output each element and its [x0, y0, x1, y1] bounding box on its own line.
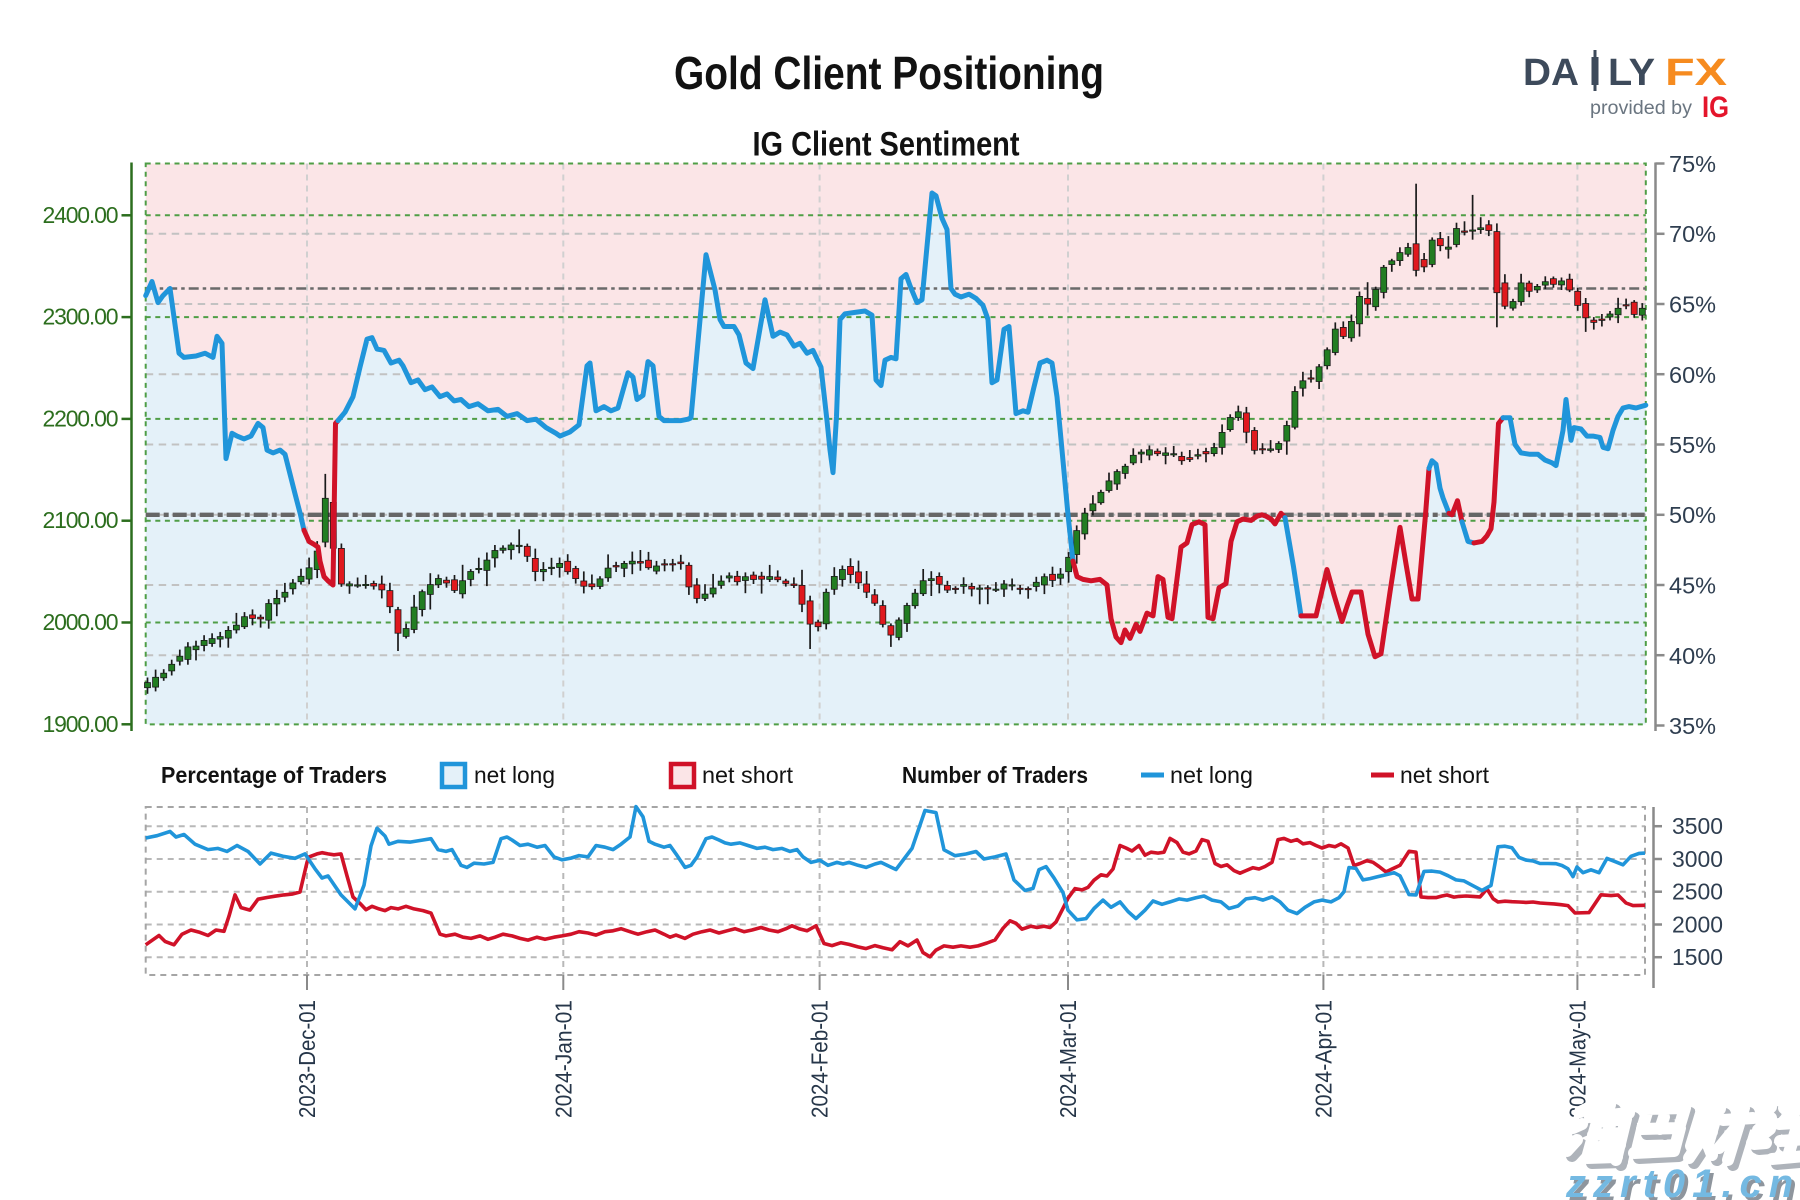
- svg-text:70%: 70%: [1669, 221, 1716, 247]
- svg-text:3500: 3500: [1672, 813, 1723, 839]
- svg-text:2024-Mar-01: 2024-Mar-01: [1055, 1000, 1081, 1118]
- svg-text:LY: LY: [1608, 52, 1655, 94]
- svg-text:IG: IG: [1702, 91, 1729, 124]
- svg-text:Number of Traders: Number of Traders: [902, 762, 1088, 788]
- svg-text:provided by: provided by: [1590, 98, 1693, 119]
- svg-text:60%: 60%: [1669, 362, 1716, 388]
- svg-text:Percentage of Traders: Percentage of Traders: [161, 762, 387, 788]
- svg-text:net short: net short: [702, 762, 793, 788]
- svg-text:55%: 55%: [1669, 432, 1716, 458]
- svg-text:FX: FX: [1665, 52, 1728, 94]
- svg-text:2024-Apr-01: 2024-Apr-01: [1310, 1000, 1336, 1118]
- svg-text:net long: net long: [474, 762, 555, 788]
- svg-text:40%: 40%: [1669, 643, 1716, 669]
- svg-text:2024-Feb-01: 2024-Feb-01: [807, 1000, 833, 1118]
- svg-text:50%: 50%: [1669, 502, 1716, 528]
- svg-text:3000: 3000: [1672, 846, 1723, 872]
- svg-text:2024-May-01: 2024-May-01: [1564, 1000, 1590, 1118]
- svg-text:2024-Jan-01: 2024-Jan-01: [550, 1000, 576, 1118]
- svg-text:35%: 35%: [1669, 713, 1716, 739]
- svg-text:zzrt01.cn: zzrt01.cn: [1565, 1162, 1800, 1200]
- svg-text:45%: 45%: [1669, 573, 1716, 599]
- svg-text:1500: 1500: [1672, 944, 1723, 970]
- svg-text:2100.00: 2100.00: [43, 507, 119, 533]
- svg-text:75%: 75%: [1669, 151, 1716, 177]
- svg-text:1900.00: 1900.00: [43, 711, 119, 737]
- svg-text:2200.00: 2200.00: [43, 405, 119, 431]
- svg-text:65%: 65%: [1669, 292, 1716, 318]
- svg-text:DA: DA: [1523, 52, 1579, 94]
- svg-text:net long: net long: [1170, 762, 1253, 788]
- svg-text:2023-Dec-01: 2023-Dec-01: [294, 1000, 320, 1118]
- svg-text:2400.00: 2400.00: [43, 202, 119, 228]
- svg-text:2300.00: 2300.00: [43, 304, 119, 330]
- svg-text:net short: net short: [1400, 762, 1489, 788]
- svg-text:IG Client Sentiment: IG Client Sentiment: [753, 126, 1020, 164]
- svg-text:zzrt01.cn: zzrt01.cn: [1569, 1166, 1800, 1200]
- svg-text:Gold Client Positioning: Gold Client Positioning: [674, 47, 1104, 99]
- svg-text:2000.00: 2000.00: [43, 609, 119, 635]
- svg-text:2500: 2500: [1672, 879, 1723, 905]
- svg-text:2000: 2000: [1672, 912, 1723, 938]
